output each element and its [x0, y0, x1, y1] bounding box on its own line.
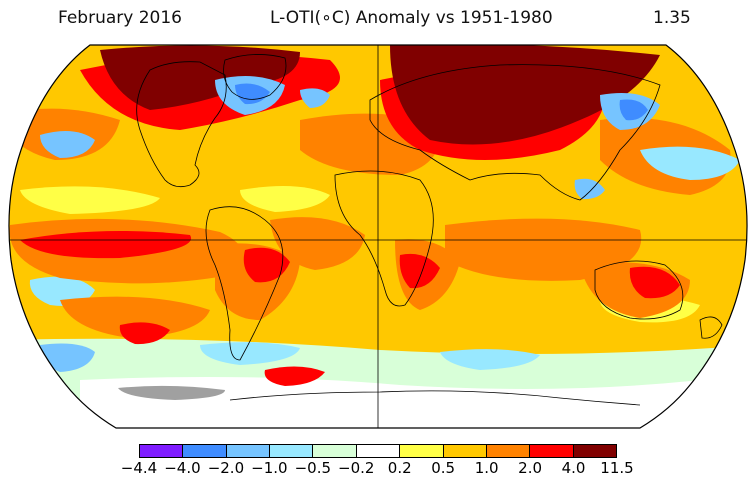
australia-outline: [594, 260, 684, 320]
legend-label: 11.5: [600, 459, 634, 477]
eurasia-outline: [369, 64, 661, 201]
south-america-outline: [205, 206, 284, 361]
greenland-outline: [223, 54, 287, 100]
legend-label: −0.2: [338, 459, 375, 477]
neutral-band-antarctic: [80, 376, 700, 428]
legend-label: −1.0: [251, 459, 288, 477]
north-america-outline: [136, 61, 227, 188]
legend-label: 4.0: [561, 459, 586, 477]
title-row: February 2016 L-OTI(∘C) Anomaly vs 1951-…: [0, 8, 756, 32]
legend-swatch: [140, 445, 184, 457]
missing-data-antarctic-peninsula: [118, 385, 225, 400]
hot-brazil: [243, 247, 290, 283]
legend-label: 0.5: [431, 459, 456, 477]
legend-swatch: [573, 445, 616, 457]
coastlines: [136, 54, 723, 406]
map-svg: [8, 44, 748, 429]
warm-tropical-atlantic: [270, 217, 365, 270]
hot-southern-africa: [399, 253, 440, 289]
legend-label: −2.0: [207, 459, 245, 477]
cold-n-pacific: [40, 131, 95, 158]
map-title: L-OTI(∘C) Anomaly vs 1951-1980: [270, 8, 553, 28]
legend-label: −4.0: [164, 459, 201, 477]
warm-south-pacific: [60, 296, 210, 338]
hot-south-pacific-patch: [119, 322, 170, 345]
legend-swatch: [400, 445, 444, 457]
extreme-alaska-canada: [100, 45, 300, 110]
hot-el-nino: [20, 231, 192, 259]
legend-label: 2.0: [518, 459, 543, 477]
legend-swatch: [226, 445, 271, 457]
legend-swatch: [486, 445, 531, 457]
colder-east-asia-core: [619, 99, 648, 121]
legend-label: −0.5: [294, 459, 332, 477]
cold-china-sea: [574, 178, 605, 200]
legend-swatch: [183, 445, 227, 457]
legend-swatch: [270, 445, 314, 457]
legend-label: 1.0: [474, 459, 499, 477]
legend-label: −4.4: [120, 459, 158, 477]
cool-patch-sw-pacific: [39, 343, 95, 372]
cool-patch-s-indian: [440, 349, 540, 370]
cool-n-pacific-west: [640, 146, 740, 180]
hot-weddell-patch: [264, 366, 325, 386]
cold-iceland-patch: [300, 88, 330, 108]
legend-swatch: [443, 445, 487, 457]
legend-label: 0.2: [387, 459, 412, 477]
legend-swatch: [530, 445, 574, 457]
global-mean-value: 1.35: [653, 8, 691, 28]
antarctica-outline: [229, 390, 641, 406]
color-legend: −4.4 −4.0 −2.0 −1.0 −0.5 −0.2 0.2 0.5 1.0 2.0 4.0 1…: [0, 440, 756, 488]
colder-greenland-core: [235, 83, 270, 105]
legend-swatch: [356, 445, 401, 457]
legend-labels: −4.4 −4.0 −2.0 −1.0 −0.5 −0.2 0.2 0.5 1.0 2.0 4.0 1…: [0, 459, 756, 481]
yellow-band-atlantic: [240, 186, 330, 212]
anomaly-map: [0, 40, 756, 440]
cool-patch-s-atlantic: [200, 342, 300, 365]
new-zealand-outline: [699, 316, 723, 339]
hot-australia: [629, 266, 680, 299]
legend-colorbar: [139, 444, 617, 458]
map-date: February 2016: [58, 8, 182, 28]
legend-swatch: [313, 445, 357, 457]
africa-outline: [334, 170, 434, 307]
yellow-band-n-pacific: [20, 186, 160, 214]
